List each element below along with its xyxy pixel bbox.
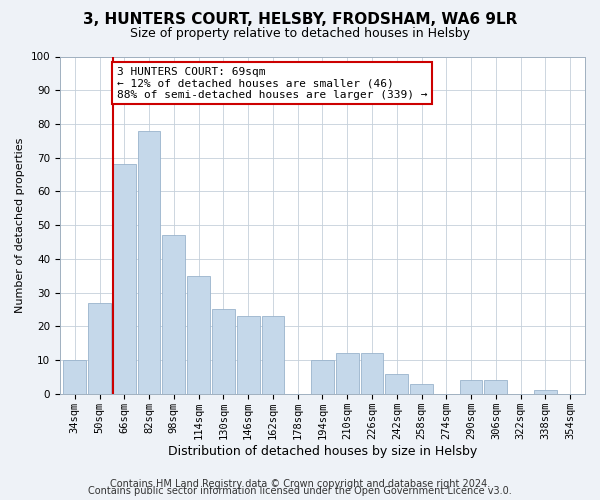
- Text: Size of property relative to detached houses in Helsby: Size of property relative to detached ho…: [130, 28, 470, 40]
- X-axis label: Distribution of detached houses by size in Helsby: Distribution of detached houses by size …: [168, 444, 477, 458]
- Bar: [311, 360, 334, 394]
- Bar: [163, 236, 185, 394]
- Bar: [460, 380, 482, 394]
- Y-axis label: Number of detached properties: Number of detached properties: [15, 138, 25, 313]
- Text: Contains HM Land Registry data © Crown copyright and database right 2024.: Contains HM Land Registry data © Crown c…: [110, 479, 490, 489]
- Bar: [113, 164, 136, 394]
- Bar: [262, 316, 284, 394]
- Text: 3 HUNTERS COURT: 69sqm
← 12% of detached houses are smaller (46)
88% of semi-det: 3 HUNTERS COURT: 69sqm ← 12% of detached…: [116, 66, 427, 100]
- Bar: [534, 390, 557, 394]
- Bar: [484, 380, 507, 394]
- Bar: [187, 276, 210, 394]
- Bar: [137, 130, 160, 394]
- Text: Contains public sector information licensed under the Open Government Licence v3: Contains public sector information licen…: [88, 486, 512, 496]
- Bar: [212, 310, 235, 394]
- Bar: [385, 374, 408, 394]
- Bar: [237, 316, 260, 394]
- Bar: [336, 354, 359, 394]
- Bar: [88, 302, 111, 394]
- Bar: [410, 384, 433, 394]
- Bar: [361, 354, 383, 394]
- Bar: [64, 360, 86, 394]
- Text: 3, HUNTERS COURT, HELSBY, FRODSHAM, WA6 9LR: 3, HUNTERS COURT, HELSBY, FRODSHAM, WA6 …: [83, 12, 517, 28]
